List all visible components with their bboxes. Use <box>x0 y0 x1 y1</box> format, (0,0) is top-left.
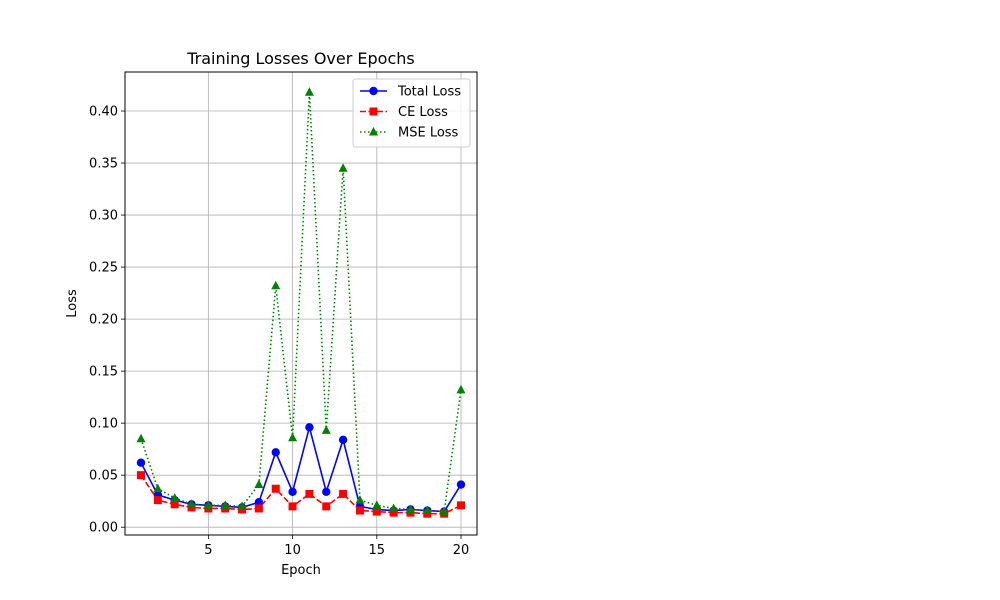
data-point <box>136 433 146 443</box>
legend-item: CE Loss <box>360 105 448 120</box>
y-tick-label: 0.15 <box>89 365 118 380</box>
data-point <box>389 503 399 512</box>
axis-ticks: 5 10 15 20 0.00 0.05 0.10 0.15 0.20 0.25 0.30 0.35 0… <box>89 105 469 558</box>
data-point <box>355 506 364 515</box>
legend-item: Total Loss <box>360 85 461 100</box>
data-point <box>338 163 348 172</box>
data-point <box>271 448 280 457</box>
legend-label: Total Loss <box>397 85 461 100</box>
data-point <box>153 483 163 493</box>
data-point <box>321 425 331 434</box>
data-point <box>254 479 264 489</box>
data-point <box>339 489 348 498</box>
y-tick-label: 0.30 <box>89 209 118 224</box>
x-tick-label: 20 <box>453 543 470 558</box>
x-axis-label: Epoch <box>281 563 321 578</box>
legend-item: MSE Loss <box>360 126 459 141</box>
data-point <box>457 501 465 510</box>
data-point <box>322 502 331 511</box>
data-point <box>305 489 314 498</box>
data-point <box>355 495 365 504</box>
data-point <box>456 480 466 489</box>
data-point <box>136 458 146 467</box>
data-point <box>254 498 264 507</box>
data-point <box>288 432 298 442</box>
y-tick-label: 0.05 <box>89 469 118 484</box>
data-point <box>271 484 280 493</box>
y-tick-label: 0.00 <box>89 521 118 536</box>
data-point <box>137 471 145 480</box>
data-point <box>338 435 348 444</box>
data-point <box>372 507 381 516</box>
legend-box <box>352 78 471 148</box>
legend-marker <box>369 86 378 96</box>
plot-area-frame <box>124 71 478 536</box>
data-point <box>220 500 230 509</box>
series-mse-loss <box>136 87 466 516</box>
data-point <box>439 506 449 516</box>
data-point <box>322 487 331 497</box>
x-tick-label: 10 <box>284 543 301 558</box>
data-point <box>304 87 314 96</box>
data-point <box>288 487 297 497</box>
legend: Total Loss CE Loss MSE Loss <box>352 78 471 148</box>
data-point <box>405 504 415 514</box>
y-tick-label: 0.10 <box>89 417 118 432</box>
legend-label: CE Loss <box>398 105 448 120</box>
series-line <box>140 92 462 513</box>
y-tick-label: 0.40 <box>89 105 118 120</box>
y-tick-label: 0.25 <box>89 261 118 276</box>
legend-marker <box>369 127 378 136</box>
data-point <box>254 504 263 513</box>
data-point <box>372 500 382 509</box>
y-tick-label: 0.35 <box>89 157 118 172</box>
data-point <box>389 508 398 517</box>
data-point <box>422 505 432 515</box>
data-point <box>288 502 297 511</box>
y-axis-label: Loss <box>65 289 80 318</box>
legend-label: MSE Loss <box>398 126 459 141</box>
data-point <box>153 496 162 505</box>
data-point <box>456 384 466 394</box>
x-tick-label: 15 <box>369 543 386 558</box>
series-layer <box>136 87 466 518</box>
data-point <box>203 500 213 509</box>
data-point <box>170 500 179 509</box>
data-point <box>170 493 180 502</box>
y-tick-label: 0.20 <box>89 313 118 328</box>
legend-marker <box>369 107 378 116</box>
x-tick-label: 5 <box>204 543 212 558</box>
data-point <box>271 280 281 290</box>
chart-title: Training Losses Over Epochs <box>186 49 414 68</box>
data-point <box>305 423 314 432</box>
data-point <box>237 501 247 510</box>
data-point <box>187 499 197 508</box>
